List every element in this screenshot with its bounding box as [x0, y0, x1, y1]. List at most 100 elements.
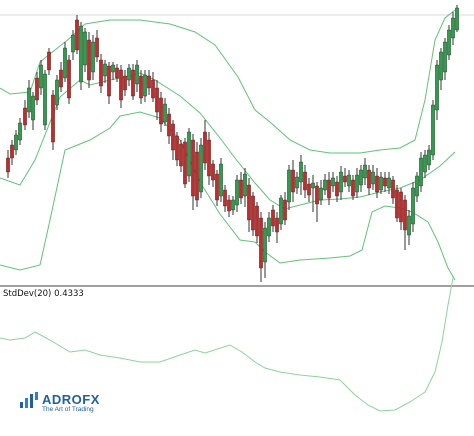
candle-body	[23, 107, 27, 126]
candle-body	[331, 177, 335, 187]
bullish-candle	[135, 60, 139, 92]
candle-body	[423, 154, 427, 173]
candle-body	[151, 79, 155, 99]
candle-body	[455, 7, 459, 31]
bullish-candle	[339, 166, 343, 200]
candle-body	[87, 39, 91, 81]
bearish-candle	[171, 120, 175, 160]
bearish-candle	[10, 140, 14, 165]
candle-body	[415, 175, 419, 197]
bullish-candle	[127, 64, 131, 86]
upper-bollinger-band	[0, 9, 456, 154]
bearish-candle	[303, 165, 307, 198]
bullish-candle	[55, 75, 59, 110]
bullish-candle	[31, 92, 35, 130]
candle-body	[55, 79, 59, 106]
candle-body	[207, 139, 211, 177]
bearish-candle	[95, 30, 99, 62]
candle-body	[111, 64, 115, 73]
bullish-candle	[379, 172, 383, 194]
candle-body	[63, 47, 67, 79]
bullish-candle	[27, 80, 31, 118]
bearish-candle	[47, 48, 51, 75]
candle-body	[315, 185, 319, 205]
candle-body	[451, 17, 455, 39]
candle-body	[291, 169, 295, 193]
candle-body	[199, 144, 203, 193]
bullish-candle	[371, 165, 375, 190]
candle-body	[187, 131, 191, 177]
bullish-candle	[387, 172, 391, 194]
bearish-candle	[367, 165, 371, 195]
candle-body	[31, 95, 35, 121]
bearish-candle	[251, 192, 255, 236]
bearish-candle	[35, 72, 39, 105]
candle-body	[419, 157, 423, 187]
candle-body	[10, 144, 14, 159]
candle-body	[271, 209, 275, 227]
candle-body	[135, 64, 139, 85]
bullish-candle	[71, 30, 75, 60]
bearish-candle	[115, 64, 119, 82]
candle-body	[355, 174, 359, 193]
candle-body	[131, 69, 135, 97]
candle-body	[95, 37, 99, 58]
bearish-candle	[259, 212, 263, 282]
bearish-candle	[23, 100, 27, 130]
bullish-candle	[419, 152, 423, 192]
candle-body	[307, 183, 311, 196]
bearish-candle	[147, 70, 151, 95]
brand-logo: ADROFX The Art of Trading	[20, 392, 100, 414]
bullish-candle	[103, 60, 107, 83]
candle-body	[263, 227, 267, 263]
bearish-candle	[151, 72, 155, 102]
candle-body	[323, 179, 327, 191]
bullish-candle	[267, 212, 271, 242]
bearish-candle	[155, 80, 159, 120]
candle-body	[179, 143, 183, 167]
candle-body	[431, 104, 435, 156]
bearish-candle	[307, 178, 311, 202]
bearish-candle	[227, 195, 231, 217]
candle-body	[287, 169, 291, 203]
bullish-candle	[407, 210, 411, 245]
candle-body	[171, 123, 175, 151]
bearish-candle	[399, 188, 403, 230]
candle-body	[103, 63, 107, 77]
candle-body	[311, 182, 315, 189]
bullish-candle	[455, 5, 459, 32]
bullish-candle	[415, 172, 419, 202]
candle-body	[139, 75, 143, 99]
bullish-candle	[243, 168, 247, 207]
bearish-candle	[183, 138, 187, 188]
bearish-candle	[239, 172, 243, 204]
candle-body	[279, 197, 283, 225]
candle-body	[375, 175, 379, 193]
bearish-candle	[291, 160, 295, 202]
bearish-candle	[167, 108, 171, 144]
candle-body	[303, 171, 307, 191]
candle-body	[395, 189, 399, 219]
bullish-candle	[231, 196, 235, 215]
candle-body	[167, 113, 171, 137]
bearish-candle	[403, 195, 407, 250]
bearish-candle	[159, 92, 163, 132]
candle-body	[295, 176, 299, 189]
bearish-candle	[395, 185, 399, 222]
bullish-candle	[111, 62, 115, 80]
candle-body	[275, 217, 279, 233]
bearish-candle	[175, 132, 179, 166]
lower-bollinger-band	[0, 111, 456, 281]
bullish-candle	[423, 150, 427, 178]
brand-mark-icon	[20, 392, 38, 408]
bearish-candle	[335, 176, 339, 202]
candle-body	[227, 199, 231, 212]
bearish-candle	[107, 62, 111, 104]
candle-body	[247, 184, 251, 221]
bearish-candle	[119, 65, 123, 108]
bullish-candle	[287, 165, 291, 210]
candle-body	[6, 157, 10, 173]
bearish-candle	[247, 178, 251, 232]
bearish-candle	[195, 142, 199, 207]
bullish-candle	[43, 70, 47, 130]
